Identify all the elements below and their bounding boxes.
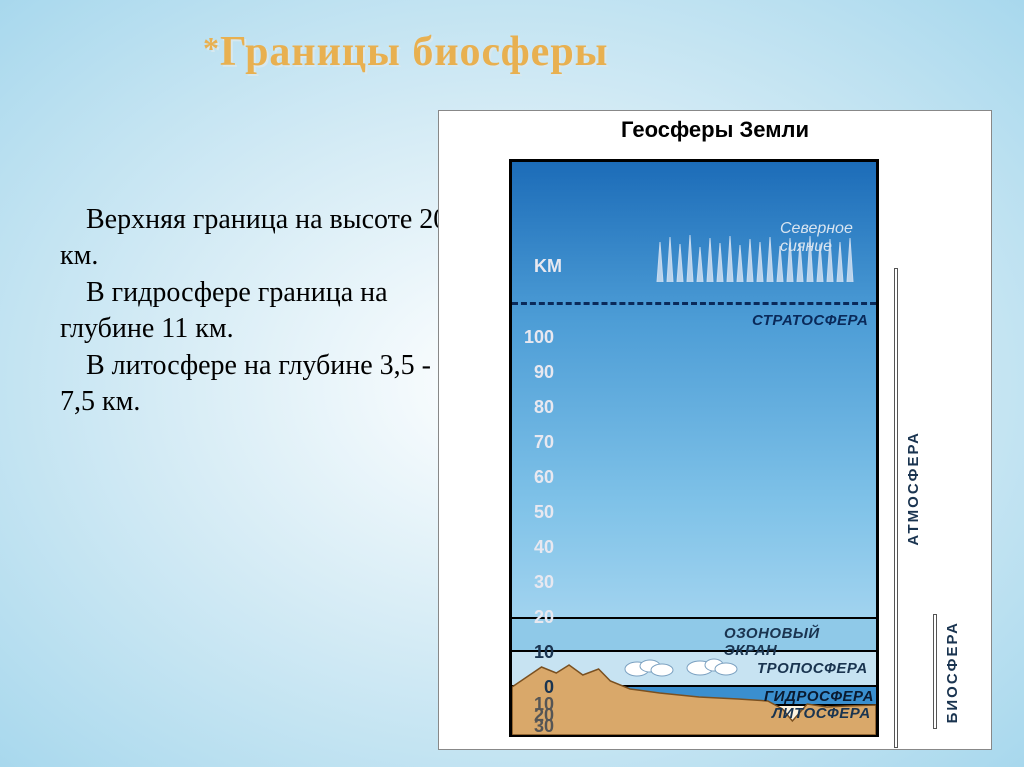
geospheres-figure: Геосферы Земли KM 1009080706050403020100…: [438, 110, 992, 750]
stratosphere-label: СТРАТОСФЕРА: [752, 312, 868, 329]
tick-up-90: 90: [514, 362, 554, 383]
tick-up-80: 80: [514, 397, 554, 418]
tick-up-100: 100: [514, 327, 554, 348]
tick-up-10: 10: [514, 642, 554, 663]
desc-line-3: В литосфере на глубине 3,5 - 7,5 км.: [60, 348, 450, 421]
aurora-label: Северноесияние: [780, 220, 853, 255]
ozone-label: ОЗОНОВЫЙ ЭКРАН: [724, 625, 876, 659]
tick-up-20: 20: [514, 607, 554, 628]
tick-up-70: 70: [514, 432, 554, 453]
lithosphere-label: ЛИТОСФЕРА: [772, 705, 871, 722]
tick-up-40: 40: [514, 537, 554, 558]
desc-line-2: В гидросфере граница на глубине 11 км.: [60, 275, 450, 348]
stratosphere-boundary: [512, 302, 876, 305]
biosphere-vlabel: БИОСФЕРА: [944, 621, 961, 723]
description-block: Верхняя граница на высоте 20 км. В гидро…: [60, 202, 450, 420]
tick-down-30: 30: [514, 716, 554, 737]
clouds-icon: [622, 654, 742, 680]
atmosphere-bar: [894, 268, 898, 748]
tick-up-60: 60: [514, 467, 554, 488]
biosphere-bar: [933, 614, 937, 729]
troposphere-label: ТРОПОСФЕРА: [757, 660, 868, 677]
geosphere-chart: KM 1009080706050403020100102030 Северное…: [509, 159, 879, 737]
hydrosphere-label: ГИДРОСФЕРА: [764, 688, 874, 705]
km-header: KM: [534, 256, 562, 277]
tick-up-50: 50: [514, 502, 554, 523]
tick-up-30: 30: [514, 572, 554, 593]
desc-line-1: Верхняя граница на высоте 20 км.: [60, 202, 450, 275]
page-title: *Границы биосферы *Границы биосферы: [205, 30, 610, 78]
figure-title: Геосферы Земли: [439, 111, 991, 147]
atmosphere-vlabel: АТМОСФЕРА: [905, 431, 922, 546]
